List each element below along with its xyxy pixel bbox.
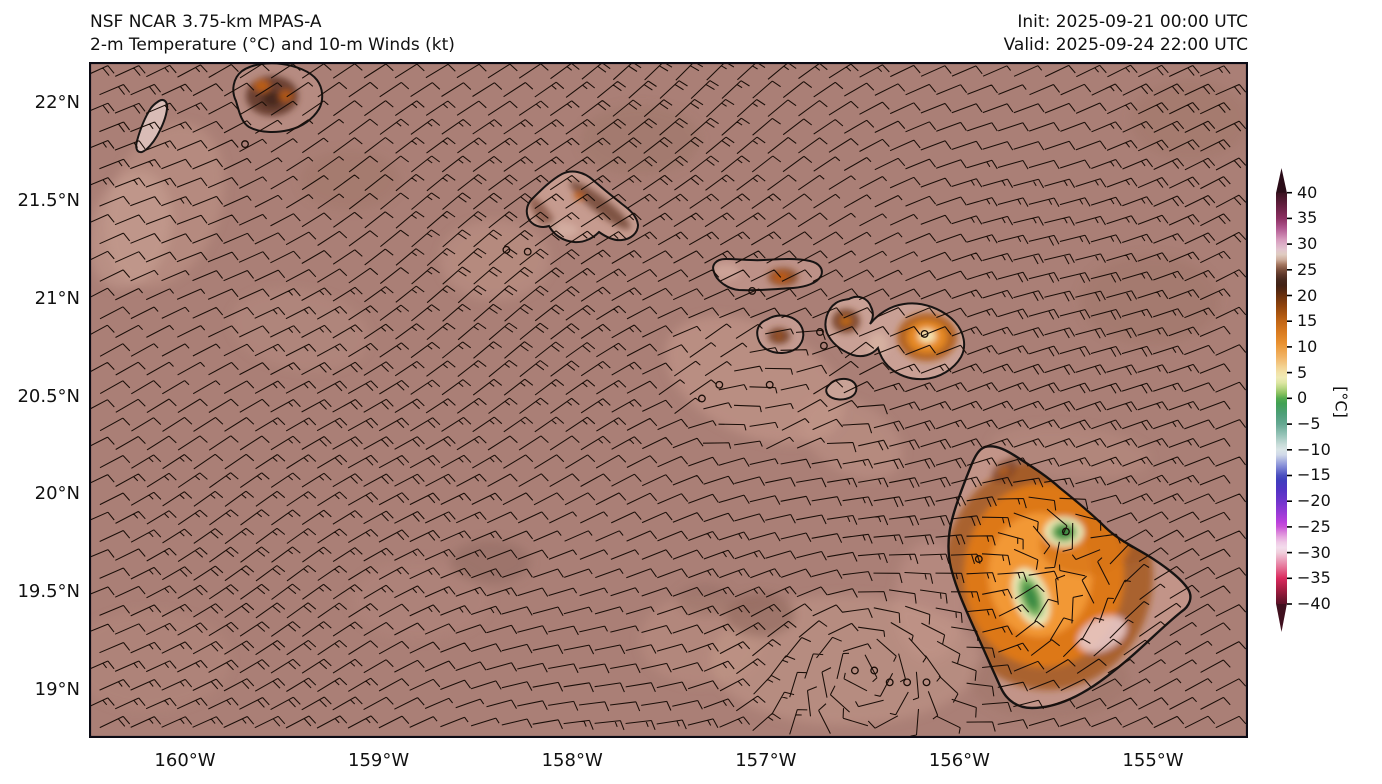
colorbar-tick-label: 15 [1297, 311, 1318, 331]
valid-time-label: Valid: 2025-09-24 22:00 UTC [1003, 35, 1248, 55]
colorbar-tick-label: −25 [1297, 516, 1331, 536]
x-axis-tick-label: 160°W [154, 750, 216, 771]
coastline-molokai [712, 257, 823, 292]
map-frame [89, 62, 1248, 738]
y-axis-tick-label: 19.5°N [17, 581, 80, 603]
island-lanai-shading [768, 328, 790, 344]
x-axis-tick-label: 158°W [541, 750, 603, 771]
colorbar-tick-label: 25 [1297, 259, 1318, 279]
y-axis-tick-label: 20.5°N [17, 385, 80, 407]
x-axis-tick-label: 156°W [928, 750, 990, 771]
y-axis-tick-label: 20°N [34, 483, 80, 505]
island-kahoolawe [826, 378, 857, 400]
coastline-maui [824, 295, 966, 381]
ocean-temperature-mottling [90, 80, 1247, 725]
island-kauai-shading [246, 76, 298, 116]
x-axis-tick-label: 157°W [735, 750, 797, 771]
colorbar-tick-label: −15 [1297, 465, 1331, 485]
map-canvas [89, 62, 1248, 738]
y-axis-tick-label: 19°N [34, 679, 80, 701]
colorbar-tick-label: 20 [1297, 285, 1318, 305]
calm-wind-circles [241, 140, 1070, 687]
colorbar-tick-label: −30 [1297, 542, 1331, 562]
map-layers [90, 63, 1247, 737]
colorbar-tick-label: −35 [1297, 568, 1331, 588]
colorbar-tick-label: 40 [1297, 182, 1318, 202]
wind-barbs-layer [90, 63, 1247, 737]
init-time-label: Init: 2025-09-21 00:00 UTC [1017, 12, 1248, 32]
coastline-hawaii [947, 445, 1192, 710]
coastline-lanai [756, 314, 805, 354]
y-axis-tick-label: 22°N [34, 92, 80, 114]
colorbar-tick-label: 10 [1297, 337, 1318, 357]
coastline-niihau [135, 99, 169, 154]
colorbar-tick-label: 35 [1297, 208, 1318, 228]
colorbar-tick-label: −5 [1297, 414, 1321, 434]
colorbar-extend-arrow-bottom [1276, 603, 1287, 632]
colorbar-tick-label: 5 [1297, 362, 1308, 382]
plot-title-model: NSF NCAR 3.75-km MPAS-A [90, 12, 322, 32]
x-axis-tick-label: 155°W [1122, 750, 1184, 771]
colorbar-tick-label: 0 [1297, 388, 1308, 408]
plot-title-fields: 2-m Temperature (°C) and 10-m Winds (kt) [90, 35, 455, 55]
colorbar-extend-arrow-top [1276, 168, 1287, 194]
colorbar-tick-label: −10 [1297, 439, 1331, 459]
y-axis-tick-label: 21°N [34, 287, 80, 309]
coastline-kahoolawe [825, 377, 858, 401]
island-molokai-shading [713, 264, 798, 286]
x-axis-tick-label: 159°W [348, 750, 410, 771]
colorbar [1276, 168, 1292, 632]
colorbar-tick-label: −40 [1297, 594, 1331, 614]
colorbar-gradient [1276, 192, 1287, 604]
colorbar-tick-label: −20 [1297, 491, 1331, 511]
colorbar-tick-label: 30 [1297, 234, 1318, 254]
y-axis-tick-label: 21.5°N [17, 189, 80, 211]
